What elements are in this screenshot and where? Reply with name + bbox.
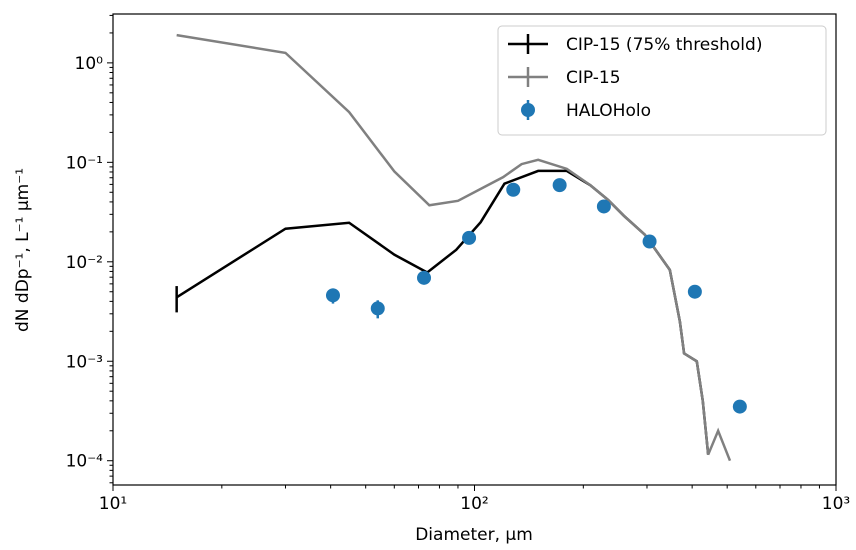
y-tick-label: 10⁻⁴ bbox=[66, 452, 104, 472]
series-line bbox=[175, 169, 710, 455]
y-tick-label: 10⁻² bbox=[66, 253, 103, 273]
data-point bbox=[417, 270, 432, 285]
y-axis-label: dN dDp⁻¹, L⁻¹ µm⁻¹ bbox=[13, 168, 33, 332]
x-tick-label: 10² bbox=[460, 494, 488, 514]
x-tick-label: 10³ bbox=[822, 494, 850, 514]
y-tick-label: 10⁻¹ bbox=[66, 153, 103, 173]
data-point bbox=[325, 288, 340, 303]
data-point bbox=[596, 199, 611, 214]
data-point bbox=[732, 399, 747, 414]
legend-label: CIP-15 (75% threshold) bbox=[566, 35, 762, 55]
legend-marker bbox=[521, 103, 535, 117]
x-axis-label: Diameter, µm bbox=[415, 525, 533, 545]
legend-label: HALOHolo bbox=[566, 101, 651, 121]
series-line bbox=[176, 33, 732, 462]
data-point bbox=[370, 301, 385, 316]
data-point bbox=[687, 284, 702, 299]
plot-area bbox=[175, 33, 747, 462]
x-tick-label: 10¹ bbox=[99, 494, 127, 514]
y-tick-label: 10⁻³ bbox=[66, 352, 103, 372]
legend-box bbox=[497, 25, 827, 136]
data-point bbox=[552, 178, 567, 193]
data-point bbox=[462, 230, 477, 245]
legend-label: CIP-15 bbox=[566, 68, 621, 88]
data-point bbox=[642, 234, 657, 249]
data-point bbox=[506, 182, 521, 197]
y-tick-label: 10⁰ bbox=[75, 54, 104, 74]
